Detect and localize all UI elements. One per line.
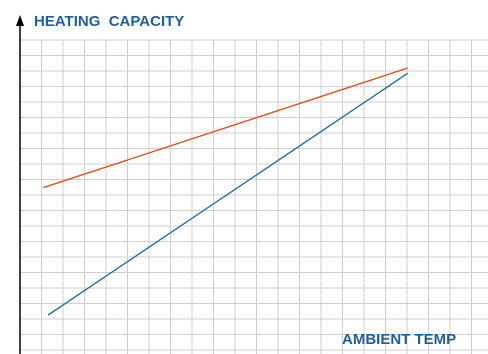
- axes: [16, 15, 24, 354]
- y-axis-arrowhead: [16, 15, 24, 26]
- y-axis-title: HEATING CAPACITY: [34, 13, 184, 30]
- series-line-1: [43, 67, 409, 189]
- grid-lines: [20, 39, 488, 354]
- series-line-2: [47, 72, 409, 316]
- x-axis-title: AMBIENT TEMP: [342, 331, 456, 348]
